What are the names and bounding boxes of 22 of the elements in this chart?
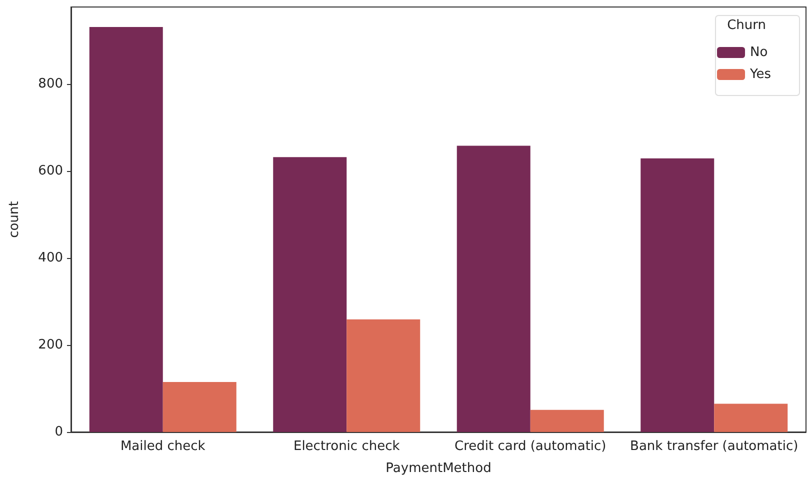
- bar: [640, 158, 714, 432]
- x-tick-label: Mailed check: [120, 439, 206, 454]
- bar: [89, 27, 163, 432]
- y-tick-label: 600: [38, 163, 63, 178]
- y-tick-label: 400: [38, 250, 63, 266]
- y-tick-label: 200: [38, 338, 63, 352]
- bar: [273, 157, 347, 432]
- legend-title: Churn: [727, 18, 766, 33]
- y-tick-label: 800: [38, 76, 63, 92]
- y-tick-label: 0: [54, 424, 63, 440]
- bar: [456, 146, 530, 432]
- bar: [530, 410, 604, 432]
- bar: [346, 319, 420, 432]
- x-axis-title: PaymentMethod: [386, 461, 492, 476]
- legend-label: No: [750, 45, 768, 60]
- x-tick-label: Electronic check: [293, 439, 400, 454]
- bar: [162, 382, 236, 432]
- x-tick-label: Credit card (automatic): [454, 439, 606, 454]
- x-tick-label: Bank transfer (automatic): [630, 439, 798, 454]
- bar: [714, 404, 788, 432]
- legend-label: Yes: [749, 67, 772, 82]
- y-axis-title: count: [7, 201, 22, 238]
